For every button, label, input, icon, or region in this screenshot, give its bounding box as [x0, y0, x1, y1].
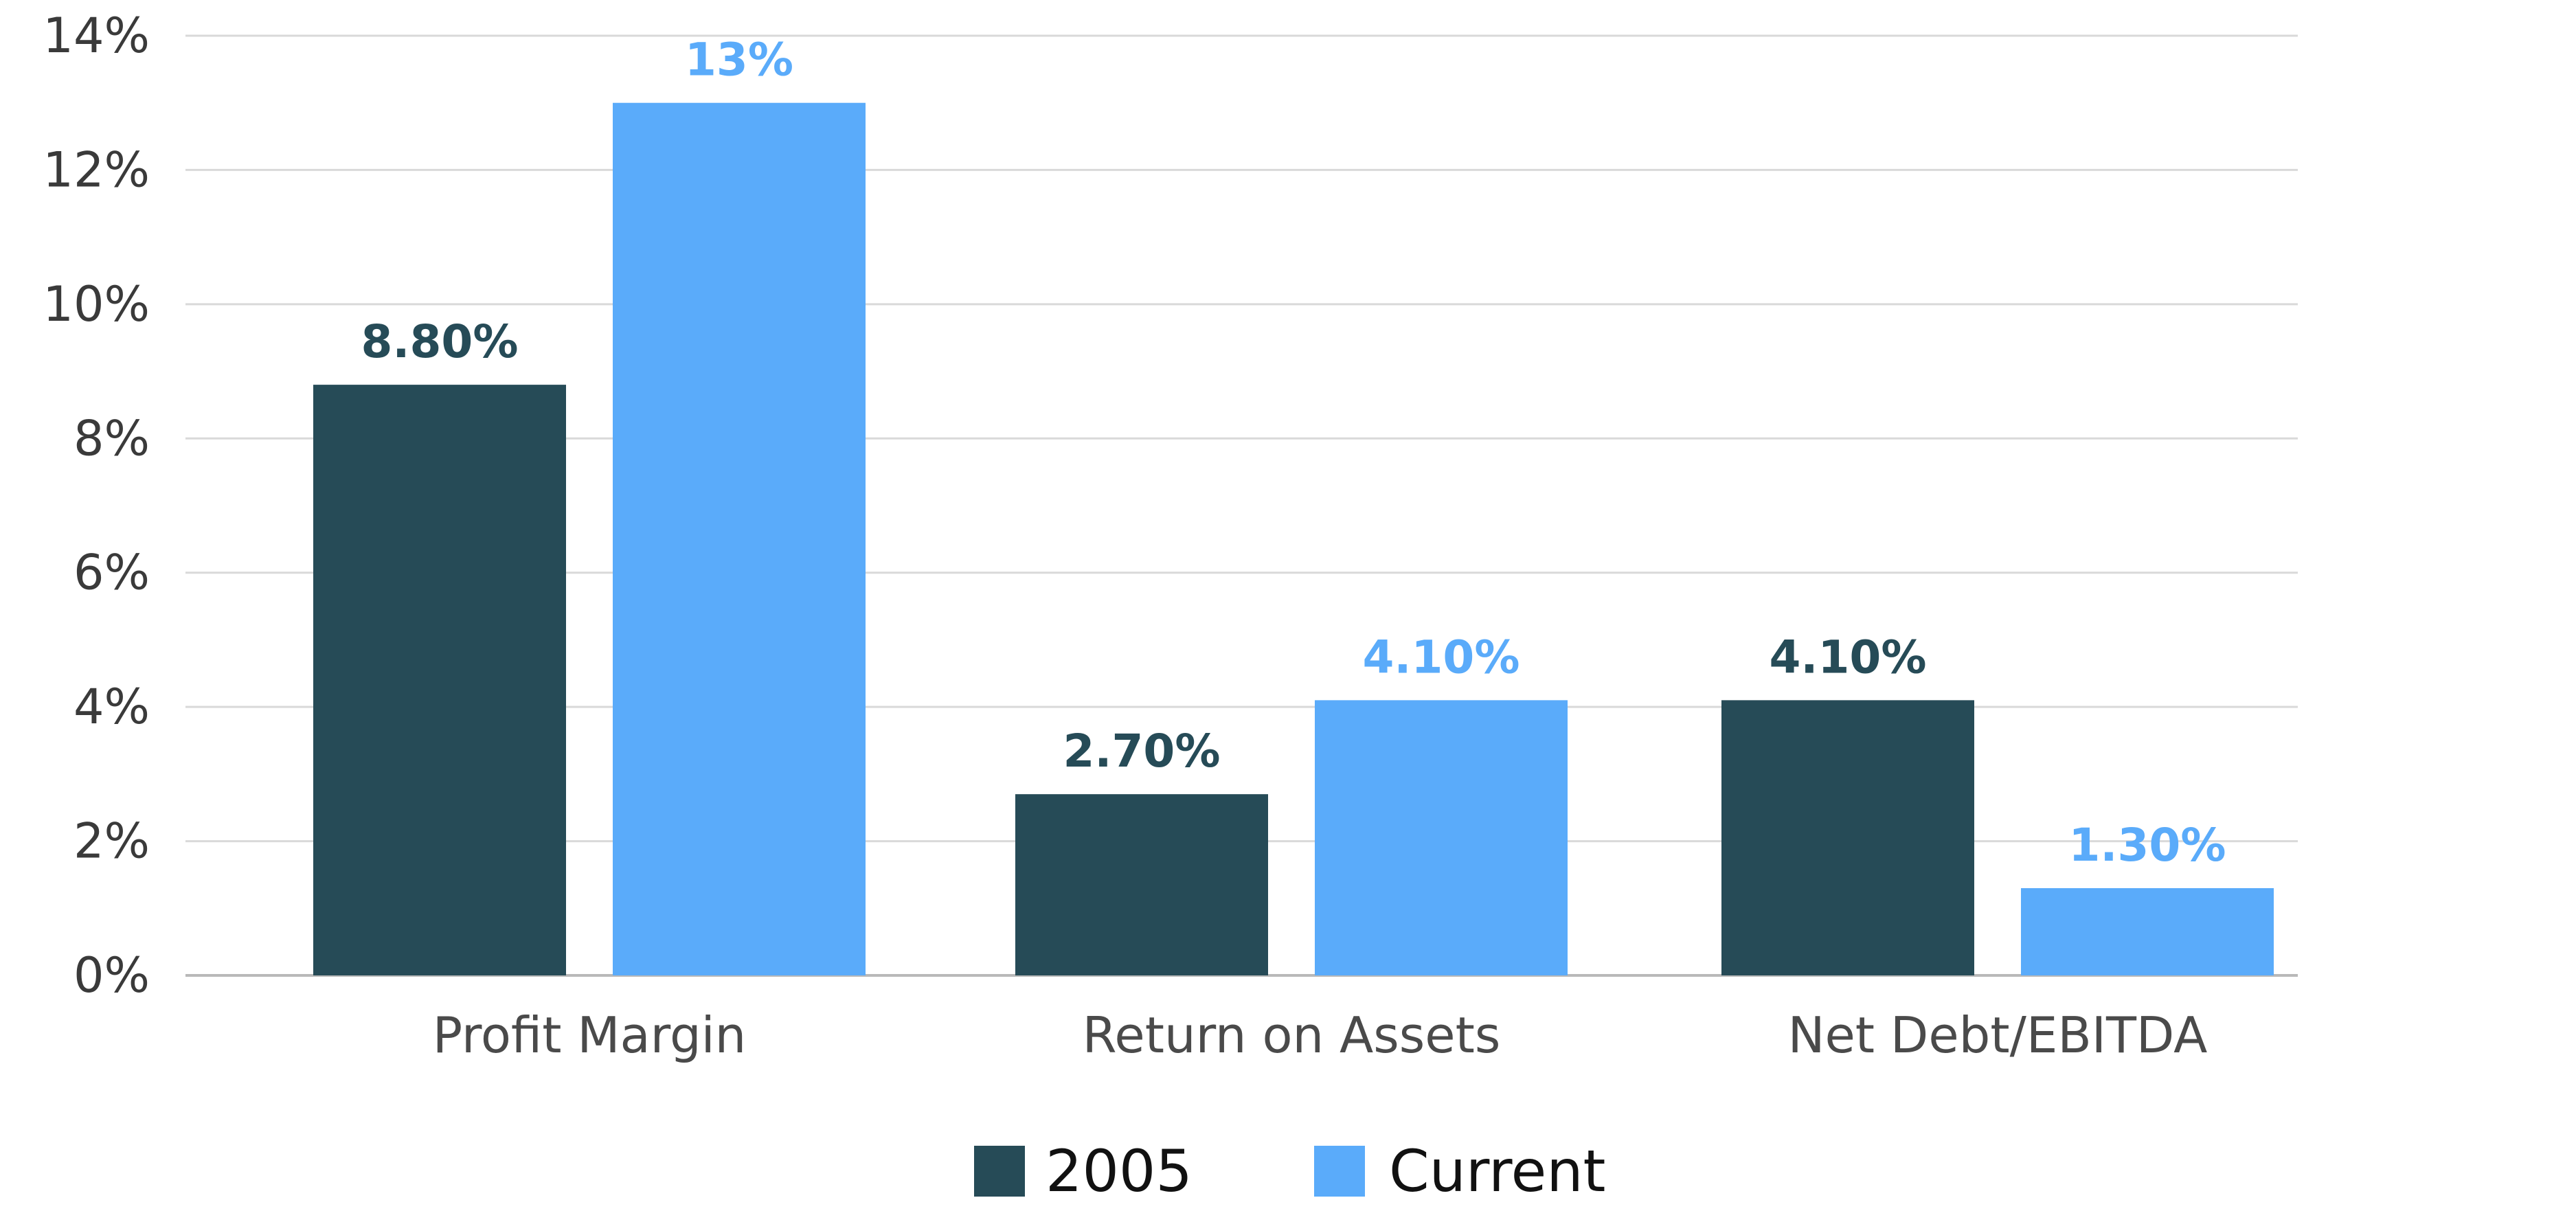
- y-tick-label: 12%: [43, 142, 150, 198]
- category-label: Net Debt/EBITDA: [1788, 1006, 2208, 1064]
- bar-2005-return-on-assets: [1015, 794, 1268, 975]
- y-axis-tick-labels: 0% 2% 4% 6% 8% 10% 12% 14%: [43, 8, 150, 1004]
- data-label: 4.10%: [1363, 631, 1520, 683]
- bars: [313, 102, 2274, 976]
- x-axis-category-labels: Profit Margin Return on Assets Net Debt/EB…: [433, 1006, 2208, 1064]
- category-label: Profit Margin: [433, 1006, 747, 1064]
- y-tick-label: 10%: [43, 276, 150, 332]
- data-label: 13%: [685, 34, 793, 87]
- legend: 2005 Current: [974, 1138, 1606, 1205]
- y-tick-label: 8%: [74, 410, 150, 466]
- data-label: 1.30%: [2069, 819, 2226, 872]
- bar-current-profit-margin: [613, 102, 866, 976]
- data-label: 4.10%: [1770, 631, 1927, 683]
- legend-swatch: [1314, 1146, 1365, 1197]
- y-tick-label: 6%: [74, 545, 150, 601]
- y-tick-label: 4%: [74, 679, 150, 735]
- bar-current-return-on-assets: [1315, 700, 1568, 975]
- bar-2005-net-debt-ebitda: [1721, 700, 1974, 975]
- bar-current-net-debt-ebitda: [2021, 887, 2274, 975]
- legend-swatch: [974, 1146, 1025, 1197]
- bar-2005-profit-margin: [313, 385, 566, 975]
- y-tick-label: 0%: [74, 947, 150, 1004]
- y-tick-label: 14%: [43, 8, 150, 64]
- data-label: 2.70%: [1063, 725, 1221, 778]
- legend-label: 2005: [1046, 1138, 1193, 1205]
- legend-label: Current: [1389, 1138, 1606, 1205]
- data-label: 8.80%: [361, 315, 519, 368]
- y-tick-label: 2%: [74, 813, 150, 870]
- category-label: Return on Assets: [1083, 1006, 1501, 1064]
- data-labels: 8.80% 2.70% 4.10% 13% 4.10% 1.30%: [361, 34, 2226, 872]
